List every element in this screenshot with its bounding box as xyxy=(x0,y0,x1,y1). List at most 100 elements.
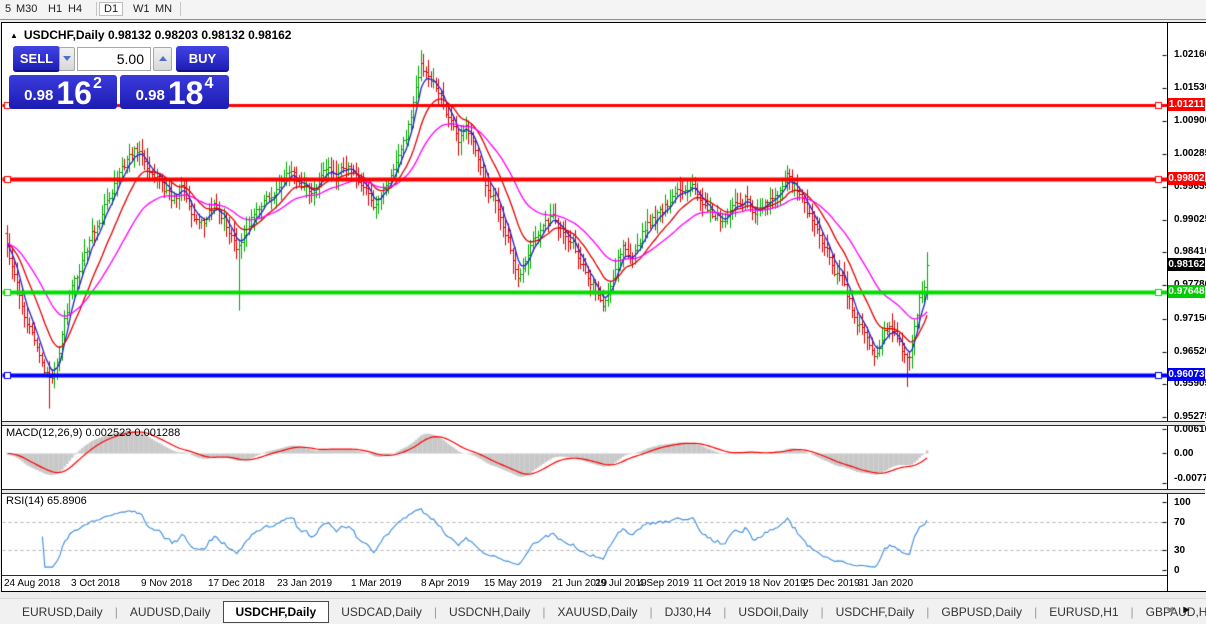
volume-input[interactable] xyxy=(77,47,151,71)
tab-gbpusd-daily[interactable]: GBPUSD,Daily xyxy=(941,604,1023,619)
tab-separator: | xyxy=(723,604,727,619)
rsi-label: RSI(14) 65.8906 xyxy=(6,495,87,507)
price-badge-096073: 0.96073 xyxy=(1168,368,1205,382)
tab-audusd-daily[interactable]: AUDUSD,Daily xyxy=(129,604,211,619)
price-tick-label: 1.01530 xyxy=(1174,82,1206,94)
price-axis[interactable]: 1.02160 1.01530 1.00900 1.00285 0.99655 0.990… xyxy=(1167,23,1206,591)
tab-scroll-left-icon[interactable]: ◄ xyxy=(1164,604,1182,616)
date-tick-label: 17 Dec 2018 xyxy=(208,578,265,589)
tab-scroll-right-icon[interactable]: ► xyxy=(1181,604,1198,616)
sell-price-box[interactable]: 0.98 16 2 xyxy=(9,75,117,109)
price-tick-label: 1.00900 xyxy=(1174,115,1206,127)
buy-price-superscript: 4 xyxy=(204,75,214,92)
sell-price-prefix: 0.98 xyxy=(24,87,54,104)
timeframe-h4[interactable]: H4 xyxy=(68,3,83,15)
date-tick-label: 31 Jan 2020 xyxy=(858,578,914,589)
tab-scroll-nav: ◄► xyxy=(1164,604,1198,616)
panel-splitter-macd[interactable] xyxy=(2,421,1205,426)
tab-usdcnh-daily[interactable]: USDCNH,Daily xyxy=(449,604,531,619)
date-tick-label: 21 Jun 2019 xyxy=(552,578,608,589)
date-axis-border xyxy=(2,575,1167,576)
sell-price-digits: 16 xyxy=(56,75,92,111)
tab-separator: | xyxy=(926,604,930,619)
sell-button[interactable]: SELL xyxy=(13,46,60,72)
date-tick-label: 24 Aug 2018 xyxy=(4,578,61,589)
volume-decrease-button[interactable] xyxy=(59,47,75,71)
tab-separator: | xyxy=(114,604,118,619)
chart-symbol: USDCHF,Daily xyxy=(23,28,105,42)
date-tick-label: 8 Apr 2019 xyxy=(421,578,470,589)
date-tick-label: 11 Oct 2019 xyxy=(693,578,747,589)
panel-splitter-rsi[interactable] xyxy=(2,489,1205,494)
date-tick-label: 4 Sep 2019 xyxy=(638,578,690,589)
macd-tick-label: 0.00 xyxy=(1174,448,1194,459)
buy-button[interactable]: BUY xyxy=(176,46,229,72)
chart-ohlc: 0.98132 0.98203 0.98132 0.98162 xyxy=(107,28,292,42)
toolbar-separator xyxy=(96,2,97,16)
price-badge-099802: 0.99802 xyxy=(1168,172,1205,185)
rsi-tick-label: 70 xyxy=(1174,517,1186,529)
date-tick-label: 1 Mar 2019 xyxy=(351,578,402,589)
buy-price-prefix: 0.98 xyxy=(135,87,165,104)
timeframe-w1[interactable]: W1 xyxy=(133,3,150,15)
price-tick-label: 0.99655 xyxy=(1174,180,1206,192)
tab-separator: | xyxy=(433,604,437,619)
chart-tabs: EURUSD,Daily | AUDUSD,Daily USDCHF,Daily USD… xyxy=(0,598,1206,624)
price-tick-label: 0.95905 xyxy=(1174,378,1206,390)
date-tick-label: 9 Nov 2018 xyxy=(141,578,193,589)
macd-label: MACD(12,26,9) 0.002523 0.001288 xyxy=(6,427,181,439)
tab-usdoil-daily[interactable]: USDOil,Daily xyxy=(738,604,809,619)
timeframe-h1[interactable]: H1 xyxy=(48,3,63,15)
tab-separator: | xyxy=(820,604,824,619)
date-tick-label: 29 Jul 2019 xyxy=(595,578,647,589)
triangle-down-icon xyxy=(63,56,71,61)
price-chart-canvas[interactable] xyxy=(2,23,1167,591)
tab-usdcad-daily[interactable]: USDCAD,Daily xyxy=(341,604,422,619)
tab-usdchf-daily[interactable]: USDCHF,Daily xyxy=(835,604,915,619)
macd-tick-label: -0.00774 xyxy=(1174,473,1206,484)
timeframe-5[interactable]: 5 xyxy=(5,3,12,15)
price-tick-label: 0.97780 xyxy=(1174,279,1206,290)
tab-usdchf-daily[interactable]: USDCHF,Daily xyxy=(222,600,330,623)
tab-eurusd-h1[interactable]: EURUSD,H1 xyxy=(1049,604,1119,619)
price-badge-098162: 0.98162 xyxy=(1168,258,1205,272)
tab-dj30-h4[interactable]: DJ30,H4 xyxy=(664,604,712,619)
toolbar-separator xyxy=(180,2,181,16)
tab-separator: | xyxy=(649,604,653,619)
price-tick-label: 1.02160 xyxy=(1174,48,1206,60)
collapse-arrow-icon[interactable]: ▲ xyxy=(10,31,18,40)
sell-price-superscript: 2 xyxy=(92,75,102,92)
tab-eurusd-daily[interactable]: EURUSD,Daily xyxy=(22,604,103,619)
rsi-tick-label: 30 xyxy=(1174,544,1186,556)
volume-increase-button[interactable] xyxy=(153,47,172,71)
price-tick-label: 0.95275 xyxy=(1174,411,1206,423)
rsi-tick-label: 0 xyxy=(1174,565,1180,576)
price-tick-label: 1.00285 xyxy=(1174,147,1206,159)
tab-gbpaud-h1[interactable]: GBPAUD,H1 xyxy=(1145,604,1206,619)
price-badge-101211: 1.01211 xyxy=(1168,97,1205,111)
date-tick-label: 18 Nov 2019 xyxy=(749,578,806,589)
buy-price-digits: 18 xyxy=(167,75,204,111)
rsi-tick-label: 100 xyxy=(1174,497,1191,508)
timeframe-mn[interactable]: MN xyxy=(155,3,173,15)
timeframe-toolbar: 5 M30 H1 H4 D1 W1 MN xyxy=(0,0,1206,20)
chart-window: ▲ USDCHF,Daily 0.98132 0.98203 0.98132 0.… xyxy=(1,22,1206,592)
tab-separator: | xyxy=(1034,604,1038,619)
date-tick-label: 25 Dec 2019 xyxy=(803,578,860,589)
buy-price-box[interactable]: 0.98 18 4 xyxy=(120,75,229,109)
timeframe-d1[interactable]: D1 xyxy=(99,2,124,16)
tab-separator: | xyxy=(542,604,546,619)
tab-xauusd-daily[interactable]: XAUUSD,Daily xyxy=(557,604,638,619)
date-tick-label: 15 May 2019 xyxy=(484,578,542,589)
date-tick-label: 23 Jan 2019 xyxy=(277,578,333,589)
tab-separator: | xyxy=(1130,604,1134,619)
price-badge-097648: 0.97648 xyxy=(1168,285,1205,299)
price-tick-label: 0.99025 xyxy=(1174,213,1206,225)
date-tick-label: 3 Oct 2018 xyxy=(71,578,120,589)
timeframe-m30[interactable]: M30 xyxy=(16,3,38,15)
macd-tick-label: 0.006166 xyxy=(1174,424,1206,435)
